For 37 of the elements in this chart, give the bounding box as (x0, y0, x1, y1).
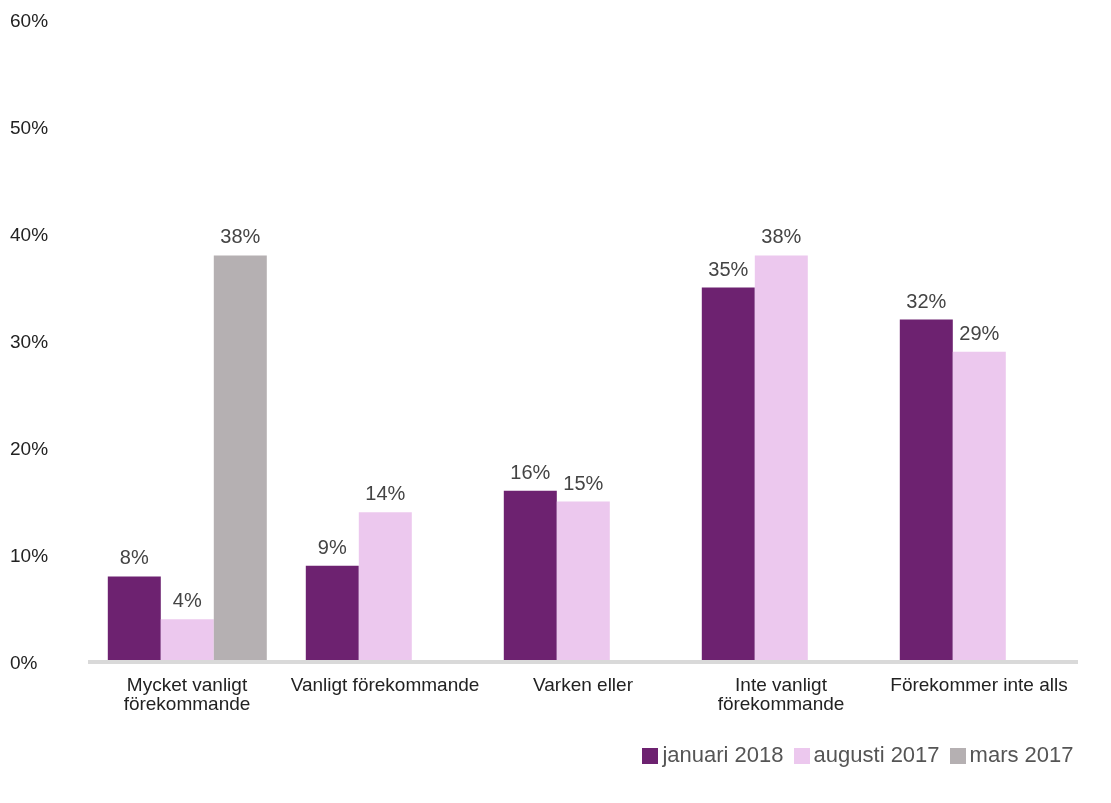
data-label: 8% (119, 546, 149, 569)
data-label: 9% (317, 535, 347, 558)
y-tick-label: 40% (10, 223, 49, 245)
data-label: 16% (510, 460, 551, 483)
data-label: 35% (708, 257, 749, 280)
bar (305, 565, 359, 662)
legend-label: januari 2018 (662, 742, 784, 767)
bar (556, 501, 610, 662)
data-label: 29% (959, 321, 1000, 344)
bar (213, 255, 267, 662)
bar (754, 255, 808, 662)
legend-label: augusti 2017 (813, 742, 940, 767)
legend-label: mars 2017 (969, 742, 1074, 767)
x-tick-label: Inte vanligt förekommande (717, 674, 845, 715)
bar (701, 287, 755, 662)
data-label: 38% (761, 225, 802, 248)
bar (107, 576, 161, 662)
y-tick-label: 10% (10, 544, 49, 566)
y-tick-label: 0% (10, 651, 38, 673)
bar (899, 319, 953, 662)
y-tick-label: 60% (10, 9, 49, 31)
data-label: 15% (563, 471, 604, 494)
x-tick-label: Varken eller (533, 674, 634, 696)
x-tick-label: Vanligt förekommande (290, 674, 480, 696)
bar (358, 512, 412, 662)
x-tick-label: Mycket vanligt förekommande (123, 674, 251, 715)
bar (503, 490, 557, 662)
y-tick-label: 30% (10, 330, 49, 352)
y-tick-label: 50% (10, 116, 49, 138)
x-tick-label: Förekommer inte alls (890, 674, 1068, 696)
bar (952, 351, 1006, 662)
bar (160, 619, 214, 662)
data-label: 38% (220, 225, 261, 248)
data-label: 14% (365, 482, 406, 505)
data-label: 32% (906, 289, 947, 312)
y-tick-label: 20% (10, 437, 49, 459)
data-label: 4% (172, 589, 202, 612)
